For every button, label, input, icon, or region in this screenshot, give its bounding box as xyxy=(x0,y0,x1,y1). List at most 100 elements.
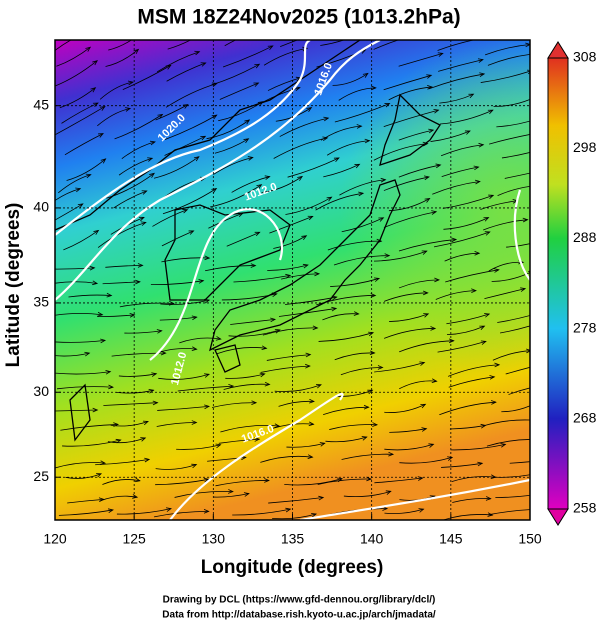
streamline xyxy=(214,138,249,154)
y-tick-label: 25 xyxy=(33,468,49,484)
streamline-arrow xyxy=(480,340,487,345)
streamline xyxy=(55,371,111,375)
streamline xyxy=(329,424,378,430)
streamline xyxy=(439,401,496,416)
streamline xyxy=(58,509,114,516)
streamline-arrow xyxy=(148,388,155,394)
streamline-arrow xyxy=(157,113,164,119)
streamline xyxy=(263,47,308,66)
streamline-arrow xyxy=(541,116,546,120)
isobars xyxy=(55,40,530,520)
streamline-arrow xyxy=(264,478,270,483)
plot-area xyxy=(55,29,546,520)
streamline-arrow xyxy=(424,198,431,203)
streamline xyxy=(446,313,490,325)
streamline-arrow xyxy=(198,279,205,284)
streamline xyxy=(107,437,146,444)
y-tick-label: 40 xyxy=(33,199,49,215)
streamline-arrow xyxy=(211,114,218,120)
coastlines xyxy=(55,40,441,442)
streamline xyxy=(428,73,485,90)
streamline-arrow xyxy=(471,288,477,294)
streamline-arrow xyxy=(500,443,507,448)
streamline-arrow xyxy=(182,104,189,109)
streamline xyxy=(157,405,210,411)
streamline xyxy=(118,373,157,377)
colorbar-extend-bottom xyxy=(547,508,569,526)
streamline-arrow xyxy=(270,317,277,323)
streamline xyxy=(267,77,301,91)
streamline-arrow xyxy=(531,97,536,101)
streamline xyxy=(452,498,491,503)
streamline xyxy=(500,325,530,334)
streamline-arrow xyxy=(473,165,480,171)
streamline-arrow xyxy=(106,292,113,298)
streamline xyxy=(209,184,262,208)
colorbar-extend-top xyxy=(547,41,569,59)
streamline-arrow xyxy=(250,263,257,268)
streamline xyxy=(207,456,246,462)
streamline xyxy=(398,129,434,141)
streamline-arrow xyxy=(447,456,454,461)
streamline-arrow xyxy=(85,173,92,179)
streamline-arrow xyxy=(428,128,435,134)
streamline xyxy=(437,40,476,51)
streamline xyxy=(333,255,390,266)
streamline xyxy=(97,314,135,318)
streamline-arrow xyxy=(89,265,96,271)
streamline-arrow xyxy=(319,442,326,447)
streamline-arrow xyxy=(151,372,158,377)
streamline xyxy=(153,156,200,179)
streamline-arrow xyxy=(204,255,211,261)
y-tick-label: 35 xyxy=(33,294,49,310)
streamline-arrow xyxy=(464,130,471,135)
streamline-arrow xyxy=(254,437,261,442)
streamline xyxy=(60,424,119,431)
streamline-arrow xyxy=(302,263,309,269)
streamline-arrow xyxy=(256,184,263,190)
streamline xyxy=(66,158,106,181)
streamline-arrow xyxy=(100,158,107,164)
streamline xyxy=(216,347,267,355)
streamline xyxy=(179,337,221,344)
streamline xyxy=(67,498,104,504)
streamline xyxy=(226,231,260,247)
streamline xyxy=(55,188,81,201)
streamline xyxy=(341,217,384,233)
streamline xyxy=(55,40,72,51)
streamline-arrow xyxy=(253,82,260,87)
streamline xyxy=(223,383,270,390)
grid xyxy=(55,40,530,520)
streamline xyxy=(164,114,217,140)
streamline xyxy=(55,281,98,284)
streamline xyxy=(484,44,530,56)
streamline-arrow xyxy=(321,29,326,33)
streamline xyxy=(161,230,194,247)
streamline-arrow xyxy=(307,454,314,459)
streamline xyxy=(325,436,367,443)
streamline xyxy=(444,252,480,262)
streamline-arrow xyxy=(430,326,437,331)
streamline-arrow xyxy=(451,237,458,243)
streamline-arrow xyxy=(354,163,361,169)
streamline xyxy=(103,402,158,406)
streamline-arrow xyxy=(485,496,492,501)
streamline xyxy=(501,152,530,159)
streamline-arrow xyxy=(367,389,374,395)
streamline xyxy=(433,231,490,248)
axes: 120 125 130 135 140 145 150 25 30 35 40 45 258 268 278… xyxy=(33,49,596,547)
streamline xyxy=(159,316,197,321)
streamline-arrow xyxy=(149,140,156,146)
streamline-arrow xyxy=(371,85,377,91)
streamline-arrow xyxy=(285,273,292,279)
streamline xyxy=(261,176,303,193)
streamline xyxy=(154,510,209,518)
streamline xyxy=(211,402,257,408)
streamline xyxy=(150,280,204,286)
streamline xyxy=(114,114,163,140)
streamline-arrow xyxy=(333,157,340,162)
streamline xyxy=(492,350,530,361)
streamline-arrow xyxy=(314,271,321,277)
x-tick-label: 145 xyxy=(439,531,463,547)
streamline-arrow xyxy=(431,378,438,384)
